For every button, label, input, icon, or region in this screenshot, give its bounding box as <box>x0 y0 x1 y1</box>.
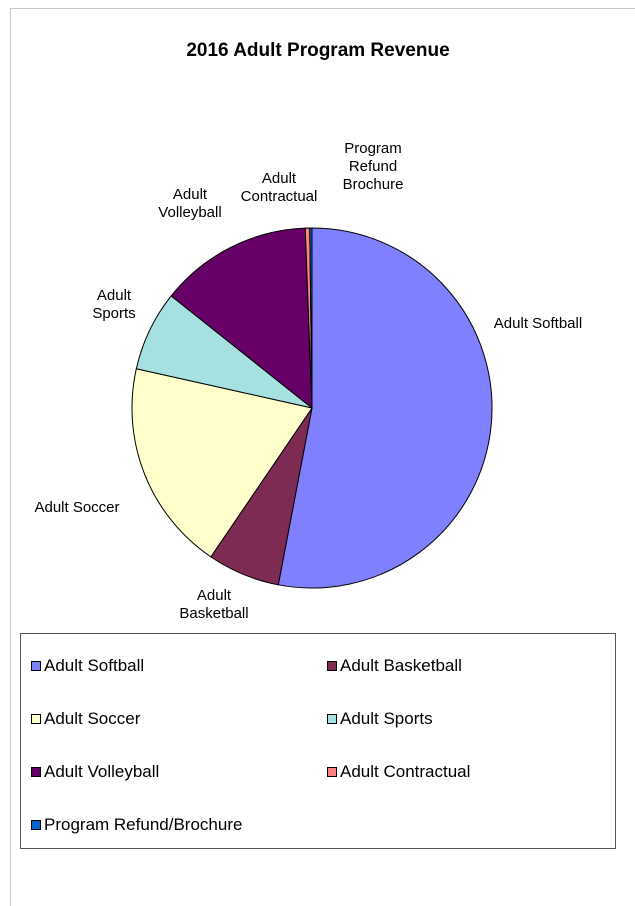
legend-label: Adult Contractual <box>340 762 471 781</box>
legend-swatch <box>327 714 337 724</box>
pie-slice-adult-soccer <box>131 368 313 558</box>
legend-item-adult-sports: Adult Sports <box>327 709 433 729</box>
pie-slice-adult-softball <box>277 227 493 589</box>
legend-swatch <box>31 767 41 777</box>
legend-swatch <box>31 661 41 671</box>
legend-item-adult-soccer: Adult Soccer <box>31 709 140 729</box>
slice-label-adult-sports: Adult Sports <box>92 287 135 322</box>
slice-label-adult-softball: Adult Softball <box>494 315 582 332</box>
legend-label: Adult Basketball <box>340 656 462 675</box>
legend-item-adult-contractual: Adult Contractual <box>327 762 470 782</box>
legend-label: Adult Soccer <box>44 709 141 728</box>
legend-swatch <box>327 661 337 671</box>
legend-item-adult-softball: Adult Softball <box>31 656 144 676</box>
legend-swatch <box>31 820 41 830</box>
slice-label-adult-volleyball: Adult Volleyball <box>158 186 221 221</box>
slice-label-adult-basketball: Adult Basketball <box>179 587 248 622</box>
legend-label: Adult Softball <box>44 656 145 675</box>
legend-swatch <box>327 767 337 777</box>
slice-label-adult-soccer: Adult Soccer <box>34 499 119 516</box>
legend-item-adult-basketball: Adult Basketball <box>327 656 462 676</box>
legend-item-program-refund-brochure: Program Refund/Brochure <box>31 815 242 835</box>
pie-slice-adult-volleyball <box>170 227 313 410</box>
legend-label: Adult Volleyball <box>44 762 160 781</box>
slice-label-program-refund-brochure: Program Refund Brochure <box>343 140 404 193</box>
slice-label-adult-contractual: Adult Contractual <box>241 170 318 205</box>
legend-swatch <box>31 714 41 724</box>
pie-slice-program-refund-brochure <box>309 227 313 409</box>
legend-label: Program Refund/Brochure <box>44 815 243 834</box>
chart-frame <box>10 8 635 906</box>
chart-title: 2016 Adult Program Revenue <box>186 40 449 61</box>
legend-item-adult-volleyball: Adult Volleyball <box>31 762 159 782</box>
chart-legend: Adult Softball Adult Basketball Adult Socc… <box>20 633 616 849</box>
legend-label: Adult Sports <box>340 709 433 728</box>
